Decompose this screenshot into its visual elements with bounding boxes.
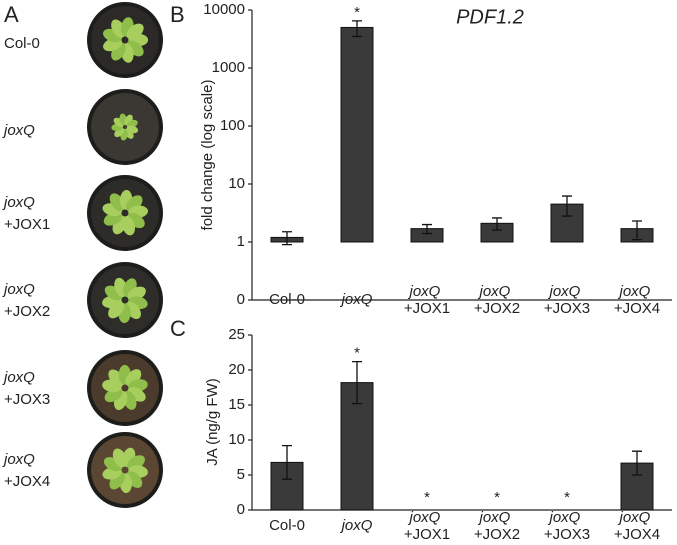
leaf	[126, 125, 139, 134]
x-tick-label: joxQ +JOX2	[474, 509, 520, 543]
y-axis-label: fold change (log scale)	[199, 80, 216, 231]
significance-mark: *	[564, 489, 570, 506]
leaf	[126, 23, 144, 40]
x-tick-label: joxQ +JOX4	[614, 509, 660, 543]
x-tick-label: joxQ +JOX3	[544, 509, 590, 543]
soil	[91, 354, 159, 422]
error-bar	[422, 223, 432, 235]
error-bar	[352, 360, 362, 405]
soil	[91, 436, 159, 504]
plant-label: joxQ +JOX1	[2, 194, 50, 233]
leaf	[102, 379, 122, 393]
plant-label: Col-0	[4, 35, 40, 52]
soil	[91, 6, 159, 74]
error-bar	[492, 217, 502, 231]
error-bar	[282, 444, 292, 480]
y-tick-label: 25	[228, 326, 245, 343]
y-tick-label: 15	[228, 396, 245, 413]
x-tick-label: joxQ +JOX1	[404, 283, 450, 317]
chart-title: PDF1.2	[456, 6, 524, 28]
plant-label: joxQ +JOX4	[2, 451, 50, 490]
significance-mark: *	[354, 4, 360, 21]
x-tick-label: joxQ +JOX2	[474, 283, 520, 317]
error-bar	[632, 220, 642, 241]
soil	[91, 266, 159, 334]
panel-label: A	[4, 2, 19, 27]
y-tick-label: 20	[228, 361, 245, 378]
x-tick-label: joxQ	[340, 517, 373, 534]
x-tick-label: Col-0	[269, 517, 305, 534]
significance-mark: *	[494, 489, 500, 506]
y-tick-label: 0	[237, 501, 245, 518]
y-tick-label: 10	[228, 431, 245, 448]
y-tick-label: 10	[228, 175, 245, 192]
significance-mark: *	[424, 489, 430, 506]
y-tick-label: 5	[237, 466, 245, 483]
y-tick-label: 100	[220, 117, 245, 134]
panel-label: C	[170, 316, 186, 341]
leaf	[122, 216, 136, 236]
y-tick-label: 0	[237, 291, 245, 308]
soil	[91, 179, 159, 247]
y-axis-label: JA (ng/g FW)	[204, 378, 221, 466]
leaf	[108, 301, 125, 319]
soil	[91, 93, 159, 161]
plant-label: joxQ +JOX3	[2, 369, 50, 408]
error-bar	[352, 20, 362, 38]
plant-label: joxQ +JOX2	[2, 281, 50, 320]
y-tick-label: 1000	[212, 59, 245, 76]
panel-label: B	[170, 2, 185, 27]
error-bar	[562, 195, 572, 217]
x-tick-label: joxQ	[340, 291, 373, 308]
error-bar	[632, 450, 642, 476]
error-bar	[282, 231, 292, 246]
leaf	[112, 448, 127, 468]
x-tick-label: joxQ +JOX1	[404, 509, 450, 543]
significance-mark: *	[354, 345, 360, 362]
y-tick-label: 10000	[203, 1, 245, 18]
x-tick-label: joxQ +JOX3	[544, 283, 590, 317]
x-tick-label: Col-0	[269, 291, 305, 308]
bar	[340, 26, 374, 243]
x-tick-label: joxQ +JOX4	[614, 283, 660, 317]
bar	[270, 461, 304, 511]
plant-label: joxQ	[2, 122, 35, 139]
y-tick-label: 1	[237, 233, 245, 250]
